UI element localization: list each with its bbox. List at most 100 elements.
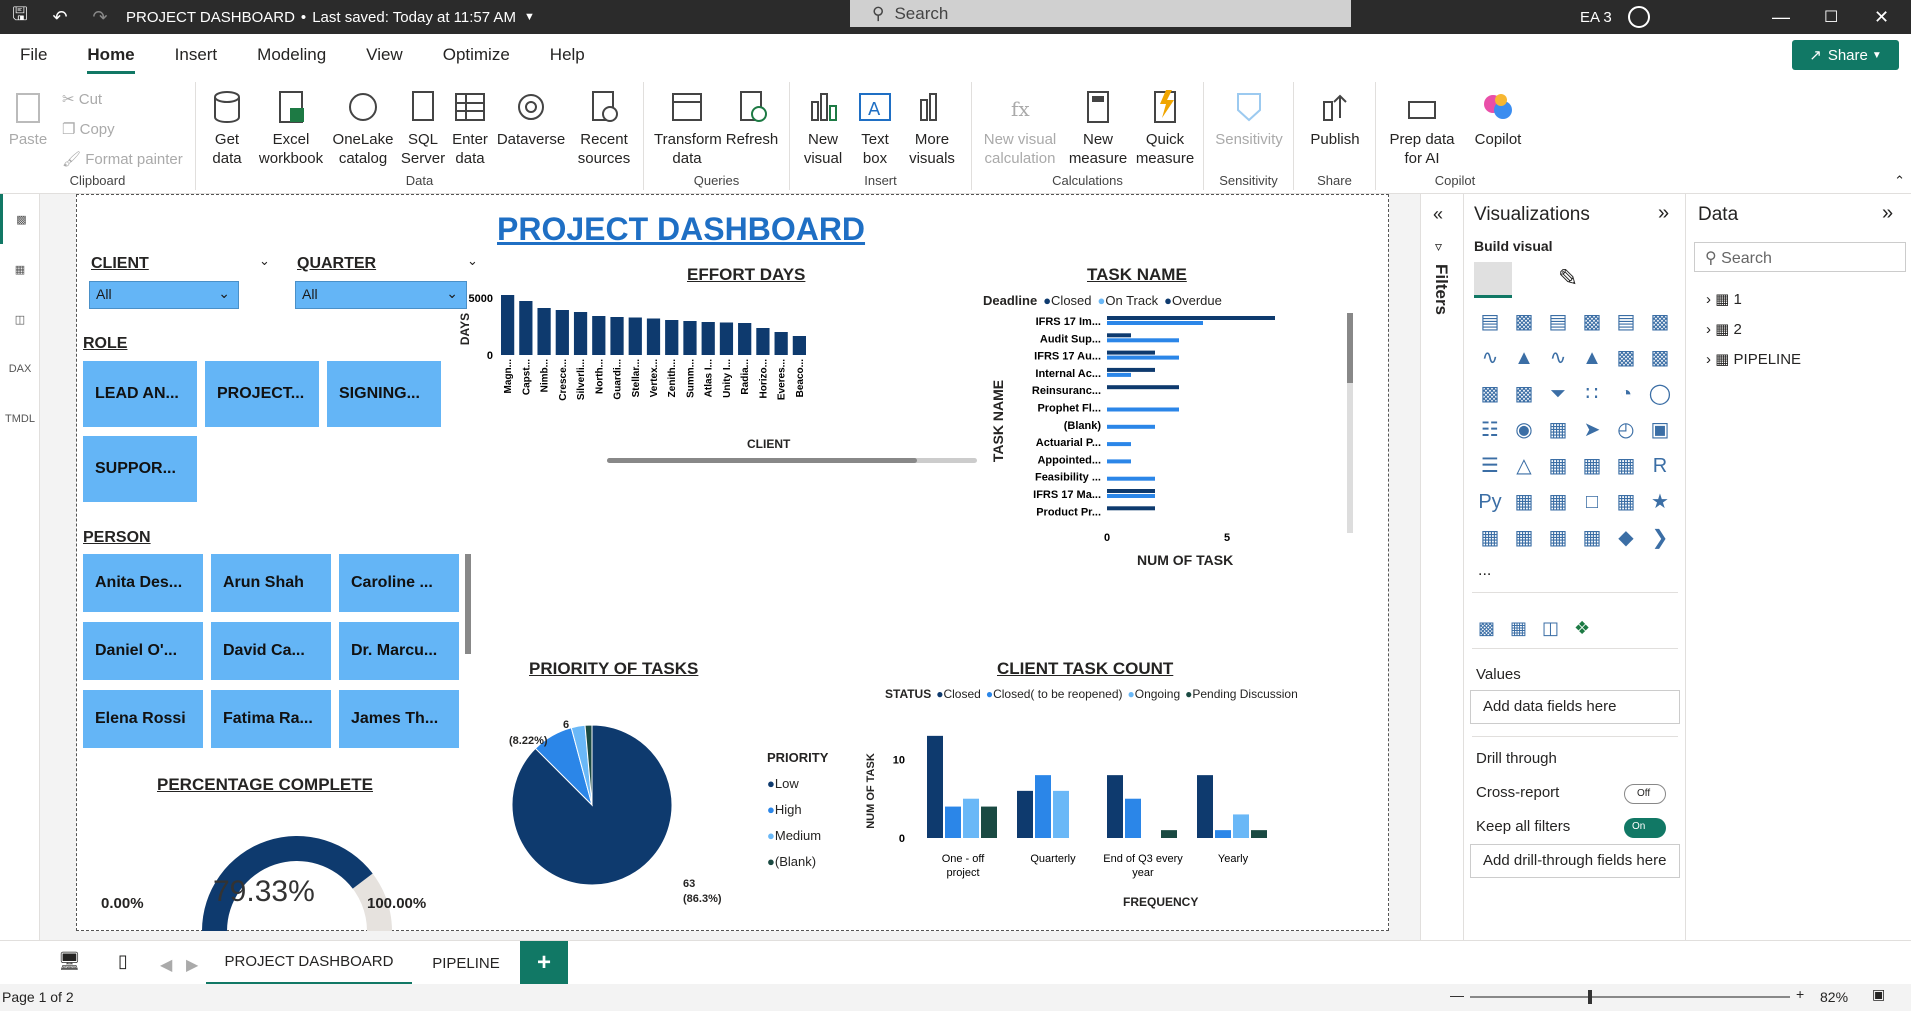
share-button[interactable]: ↗ Share ▼ xyxy=(1792,40,1899,70)
person-tile[interactable]: James Th... xyxy=(339,690,459,748)
visual-type-icon[interactable]: ▦ xyxy=(1548,419,1568,441)
visual-type-icon[interactable]: ∿ xyxy=(1549,347,1567,369)
format-visual-icon[interactable]: ✎ xyxy=(1558,265,1579,292)
person-tile[interactable]: Daniel O'... xyxy=(83,622,203,680)
recent-sources-button[interactable]: Recent sources xyxy=(570,88,638,168)
person-tile[interactable]: Anita Des... xyxy=(83,554,203,612)
person-tile[interactable]: Elena Rossi xyxy=(83,690,203,748)
zoom-slider[interactable] xyxy=(1470,996,1790,998)
person-scrollbar[interactable] xyxy=(465,554,471,654)
table-item[interactable]: › ▦ PIPELINE xyxy=(1706,351,1802,368)
expand-filters-icon[interactable]: « xyxy=(1433,204,1444,224)
visual-type-icon[interactable]: ▦ xyxy=(1514,527,1534,549)
tab-file[interactable]: File xyxy=(20,45,48,64)
client-dropdown[interactable]: All ⌄ xyxy=(89,281,239,309)
decomposition-icon[interactable]: ❖ xyxy=(1574,618,1591,638)
close-icon[interactable]: ✕ xyxy=(1874,6,1890,27)
get-data-button[interactable]: Get data xyxy=(202,88,252,168)
person-tile[interactable]: Caroline ... xyxy=(339,554,459,612)
visual-type-icon[interactable]: ▦ xyxy=(1548,527,1568,549)
build-visual-tab[interactable] xyxy=(1474,262,1512,298)
zoom-slider-thumb[interactable] xyxy=(1587,990,1592,1004)
visual-type-icon[interactable]: Py xyxy=(1478,491,1502,513)
table-item[interactable]: › ▦ 2 xyxy=(1706,321,1742,338)
visual-type-icon[interactable]: ▣ xyxy=(1650,419,1670,441)
visual-type-icon[interactable]: ▲ xyxy=(1582,347,1602,369)
dataverse-button[interactable]: Dataverse xyxy=(494,88,568,149)
fit-page-icon[interactable]: ▣ xyxy=(1872,986,1886,1002)
prev-page-icon[interactable]: ◀ xyxy=(160,957,173,974)
refresh-button[interactable]: Refresh xyxy=(722,88,782,149)
task-name-scrollbar[interactable] xyxy=(1347,313,1353,533)
visual-type-icon[interactable]: ★ xyxy=(1651,491,1669,513)
excel-workbook-button[interactable]: Excel workbook xyxy=(254,88,328,168)
sql-server-button[interactable]: SQL Server xyxy=(400,88,446,168)
visual-type-icon[interactable]: ◔ xyxy=(1619,383,1633,405)
copilot-button[interactable]: Copilot xyxy=(1468,88,1528,149)
chevron-down-icon[interactable]: ▼ xyxy=(523,11,535,23)
visual-type-icon[interactable]: ▦ xyxy=(1582,455,1602,477)
visual-type-icon[interactable]: ❯ xyxy=(1651,527,1669,549)
model-view-icon[interactable]: ◫ xyxy=(14,313,26,326)
visual-type-icon[interactable]: ▤ xyxy=(1616,311,1636,333)
visual-type-icon[interactable]: ▤ xyxy=(1548,311,1568,333)
copy-button[interactable]: ❐ Copy xyxy=(62,121,115,138)
page-tab-project-dashboard[interactable]: PROJECT DASHBOARD xyxy=(206,941,412,985)
format-painter-button[interactable]: 🖌 Format painter xyxy=(62,151,183,168)
cut-button[interactable]: ✂ Cut xyxy=(62,91,103,108)
table-view-icon[interactable]: ▦ xyxy=(14,263,26,276)
onelake-catalog-button[interactable]: OneLake catalog xyxy=(328,88,398,168)
scrollbar-thumb[interactable] xyxy=(1347,313,1353,383)
global-search[interactable]: ⚲ Search xyxy=(850,0,1351,27)
role-tile[interactable]: PROJECT... xyxy=(205,361,319,427)
role-tile[interactable]: LEAD AN... xyxy=(83,361,197,427)
collapse-viz-icon[interactable]: » xyxy=(1658,202,1670,224)
paste-button[interactable]: Paste xyxy=(8,88,48,149)
visual-type-icon[interactable]: ▩ xyxy=(1514,311,1534,333)
visual-type-icon[interactable]: ▲ xyxy=(1514,347,1534,369)
tab-optimize[interactable]: Optimize xyxy=(442,45,510,64)
cross-report-toggle[interactable]: Off xyxy=(1624,784,1666,804)
chevron-down-icon[interactable]: ⌄ xyxy=(467,253,478,268)
visual-type-icon[interactable]: ▦ xyxy=(1480,527,1500,549)
tab-insert[interactable]: Insert xyxy=(174,45,218,64)
tab-modeling[interactable]: Modeling xyxy=(257,45,327,64)
undo-icon[interactable]: ↶ xyxy=(52,6,68,27)
person-tile[interactable]: Dr. Marcu... xyxy=(339,622,459,680)
visual-type-icon[interactable]: ▩ xyxy=(1650,311,1670,333)
text-box-button[interactable]: A Text box xyxy=(852,88,898,168)
visual-type-icon[interactable]: ▩ xyxy=(1582,311,1602,333)
save-icon[interactable]: 🖫 xyxy=(12,4,28,24)
sensitivity-button[interactable]: Sensitivity xyxy=(1210,88,1288,149)
visual-type-icon[interactable]: ▩ xyxy=(1650,347,1670,369)
chevron-down-icon[interactable]: ⌄ xyxy=(259,253,270,268)
scrollbar-thumb[interactable] xyxy=(607,458,917,463)
role-tile[interactable]: SIGNING... xyxy=(327,361,441,427)
visual-type-icon[interactable]: ▤ xyxy=(1480,311,1500,333)
values-drop-zone[interactable]: Add data fields here xyxy=(1470,690,1680,724)
person-tile[interactable]: Fatima Ra... xyxy=(211,690,331,748)
report-view-icon[interactable]: ▩ xyxy=(0,194,40,244)
visual-type-icon[interactable]: ▦ xyxy=(1514,491,1534,513)
next-page-icon[interactable]: ▶ xyxy=(186,957,199,974)
visual-type-icon[interactable]: ▦ xyxy=(1548,491,1568,513)
avatar[interactable] xyxy=(1628,6,1650,28)
role-tile[interactable]: SUPPOR... xyxy=(83,436,197,502)
visual-type-icon[interactable]: ◴ xyxy=(1617,419,1635,441)
data-search-input[interactable]: ⚲ Search xyxy=(1694,242,1906,272)
prep-data-for-ai-button[interactable]: Prep data for AI xyxy=(1382,88,1462,168)
visual-type-icon[interactable]: ⏷ xyxy=(1550,383,1566,405)
new-visual-calculation-button[interactable]: fx New visual calculation xyxy=(978,88,1062,168)
visual-type-icon[interactable]: ◯ xyxy=(1648,383,1672,405)
collapse-ribbon-icon[interactable]: ⌃ xyxy=(1894,173,1905,188)
format-painter-icon[interactable]: ▦ xyxy=(1510,618,1528,638)
tab-home[interactable]: Home xyxy=(67,34,154,76)
quarter-dropdown[interactable]: All ⌄ xyxy=(295,281,467,309)
visual-type-icon[interactable]: ☰ xyxy=(1481,455,1499,477)
new-measure-button[interactable]: New measure xyxy=(1066,88,1130,168)
tab-view[interactable]: View xyxy=(366,45,403,64)
mobile-layout-icon[interactable]: ▯ xyxy=(118,951,128,971)
visual-type-icon[interactable]: ◉ xyxy=(1515,419,1533,441)
table-item[interactable]: › ▦ 1 xyxy=(1706,291,1742,308)
enter-data-button[interactable]: Enter data xyxy=(448,88,492,168)
